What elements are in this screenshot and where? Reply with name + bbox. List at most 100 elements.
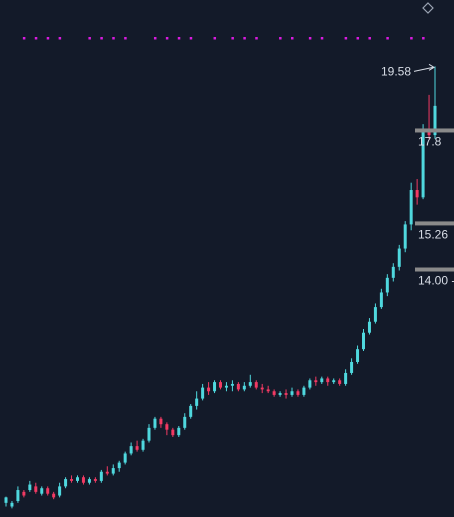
candle [34, 482, 38, 494]
event-marker [356, 37, 360, 40]
candle [213, 380, 217, 394]
candle-body [278, 393, 282, 395]
candle-body [433, 105, 437, 136]
candle-body [284, 393, 288, 395]
candle [332, 378, 336, 384]
candle-body [272, 391, 276, 395]
candle-body [40, 488, 44, 494]
candle [260, 383, 264, 394]
event-marker [386, 37, 389, 40]
candle-body [195, 398, 199, 406]
candle-body [421, 131, 425, 198]
event-marker [124, 37, 127, 40]
event-marker [291, 37, 294, 40]
max-price-arrowhead [428, 63, 435, 71]
candle [28, 480, 32, 492]
candle-body [117, 462, 121, 469]
candle [403, 221, 407, 253]
candle-body [189, 405, 193, 417]
candle [81, 475, 85, 485]
max-price-annotation: 19.58 [381, 63, 435, 78]
candle-body [213, 382, 217, 392]
candle-body [201, 387, 205, 399]
event-marker [58, 37, 62, 40]
event-marker [368, 37, 371, 40]
candle [272, 389, 276, 397]
price-level-label: 17.8 [418, 134, 442, 148]
diamond-icon[interactable] [422, 2, 434, 14]
candle [248, 374, 252, 388]
candle-body [362, 332, 365, 350]
candle-body [147, 427, 151, 441]
candle [308, 378, 312, 390]
candle [58, 482, 62, 498]
price-level-bar [415, 128, 454, 133]
event-marker [22, 37, 26, 40]
candle [219, 380, 222, 390]
candle-body [356, 349, 360, 362]
candle-body [344, 372, 348, 384]
candle [16, 486, 20, 503]
candle [397, 244, 401, 271]
candle-body [338, 380, 342, 384]
event-marker [112, 37, 115, 40]
candle [201, 383, 205, 401]
candle [99, 469, 103, 483]
candle [254, 380, 258, 390]
candle-body [171, 429, 175, 436]
candle-body [153, 418, 157, 428]
candle-body [76, 477, 79, 481]
candle-body [16, 490, 20, 502]
event-marker [189, 37, 193, 40]
candle [296, 389, 300, 397]
candle-body [87, 479, 91, 483]
candle [135, 440, 139, 452]
candle [230, 380, 234, 392]
event-marker [177, 37, 181, 40]
event-marker [422, 37, 425, 40]
candle [177, 426, 181, 437]
candle-body [34, 486, 38, 492]
candle [123, 451, 127, 465]
max-price-label: 19.58 [381, 64, 411, 78]
candle [367, 318, 371, 335]
candle [87, 477, 91, 485]
event-marker [410, 37, 413, 40]
candle-body [409, 190, 413, 225]
candle [76, 475, 79, 483]
candle [141, 438, 145, 452]
event-marker [344, 37, 348, 40]
candle [147, 424, 151, 443]
candle-body [99, 471, 103, 481]
candle [344, 369, 348, 386]
candle-body [28, 484, 32, 491]
candle [314, 376, 318, 386]
candle-body [4, 497, 8, 503]
candle [64, 477, 68, 489]
candle-body [373, 307, 377, 322]
candle-body [224, 385, 228, 388]
candle-body [52, 493, 56, 498]
candle-body [230, 383, 234, 386]
candle-body [111, 468, 115, 474]
candle [290, 387, 294, 397]
candle [326, 376, 330, 386]
candle-body [266, 389, 270, 392]
candle [117, 460, 121, 472]
event-marker [231, 37, 234, 40]
candle [4, 496, 8, 507]
candle-body [10, 502, 14, 507]
candle-body [58, 486, 62, 496]
candle-body [326, 378, 330, 383]
candle [391, 263, 395, 282]
candle-body [415, 190, 419, 198]
candle-body [314, 380, 318, 383]
candle [278, 391, 282, 397]
candle [22, 490, 26, 498]
candle [195, 391, 199, 410]
event-marker [46, 37, 50, 40]
candle [183, 413, 187, 430]
candle [40, 486, 44, 496]
candle [266, 385, 270, 394]
